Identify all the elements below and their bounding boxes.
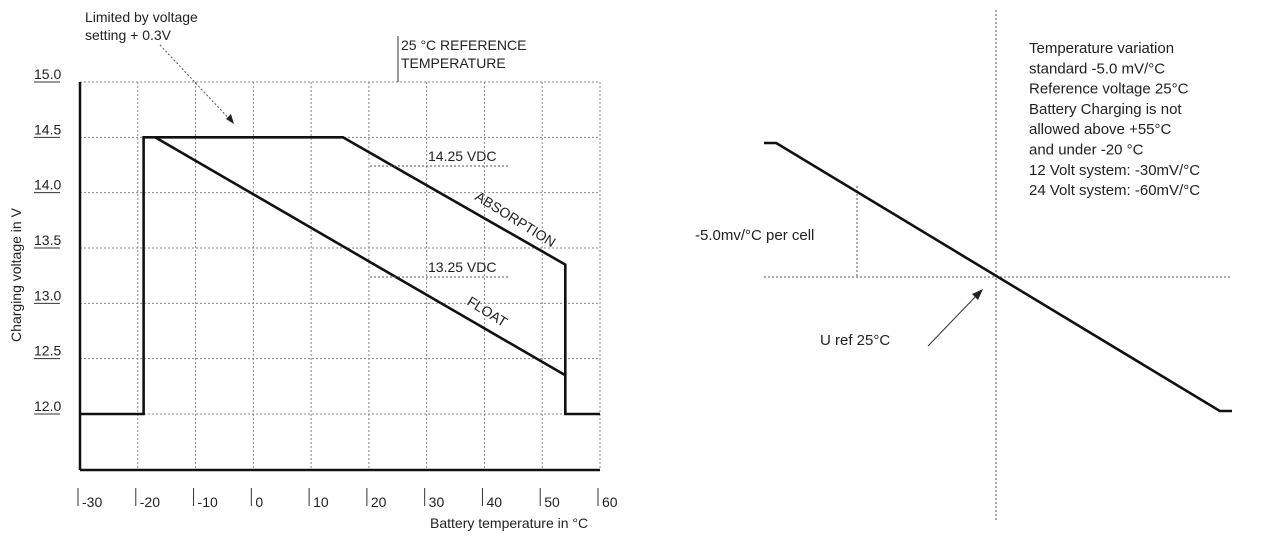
annotation-abs-level: 14.25 VDC <box>428 148 496 164</box>
y-tick-label: 14.5 <box>34 121 61 137</box>
compensation-line <box>764 141 1232 413</box>
x-tick-label: 60 <box>602 494 618 510</box>
info-line: and under -20 °C <box>1029 142 1144 159</box>
x-tick-label: 20 <box>371 494 387 510</box>
uref-arrow <box>927 293 979 347</box>
y-tick-label: 13.5 <box>34 232 61 248</box>
info-line: standard -5.0 mV/°C <box>1029 60 1165 77</box>
x-axis-label: Battery temperature in °C <box>430 515 588 531</box>
annotation-limited-arrow <box>159 44 235 125</box>
info-line: allowed above +55°C <box>1029 121 1172 138</box>
x-tick-label: 10 <box>313 494 329 510</box>
x-tick-labels: -30 -20 -10 0 10 20 30 40 50 60 <box>77 488 618 510</box>
left-chart-series <box>80 136 600 416</box>
x-tick-label: 50 <box>544 494 560 510</box>
series-label-float: FLOAT <box>464 293 510 330</box>
x-tick-label: 30 <box>429 494 445 510</box>
annotation-reference-line1: 25 °C REFERENCE <box>401 37 526 53</box>
right-chart-series <box>764 141 1232 413</box>
info-text-block: Temperature variation standard -5.0 mV/°C… <box>1029 40 1200 199</box>
annotation-limited-line1: Limited by voltage <box>85 9 198 25</box>
left-chart-grid <box>80 81 601 470</box>
info-line: Reference voltage 25°C <box>1029 81 1189 98</box>
x-tick-label: -20 <box>140 494 160 510</box>
info-line: Temperature variation <box>1029 40 1174 57</box>
x-tick-label: -30 <box>82 494 102 510</box>
info-line: 24 Volt system: -60mV/°C <box>1029 182 1200 199</box>
x-tick-label: -10 <box>198 494 218 510</box>
y-tick-label: 12.5 <box>34 343 61 359</box>
y-tick-label: 13.0 <box>34 287 61 303</box>
y-axis-label: Charging voltage in V <box>8 207 24 342</box>
x-tick-label: 40 <box>486 494 502 510</box>
series-absorption-line <box>80 136 600 416</box>
uref-arrowhead <box>972 289 983 300</box>
y-tick-label: 15.0 <box>34 66 61 82</box>
y-tick-label: 14.0 <box>34 177 61 193</box>
slope-label: -5.0mv/°C per cell <box>695 227 814 244</box>
annotation-limited-line2: setting + 0.3V <box>85 27 172 43</box>
series-float-line <box>154 136 566 377</box>
y-tick-labels: 12.0 12.5 13.0 13.5 14.0 14.5 15.0 <box>34 66 61 415</box>
left-chart-axes <box>78 82 600 472</box>
y-tick-label: 12.0 <box>34 398 61 414</box>
info-line: Battery Charging is not <box>1029 101 1182 118</box>
x-tick-label: 0 <box>255 494 263 510</box>
info-line: 12 Volt system: -30mV/°C <box>1029 162 1200 179</box>
annotation-limited-arrowhead <box>226 114 234 124</box>
annotation-float-level: 13.25 VDC <box>428 259 496 275</box>
annotation-reference-line2: TEMPERATURE <box>401 55 506 71</box>
uref-label: U ref 25°C <box>820 332 890 349</box>
